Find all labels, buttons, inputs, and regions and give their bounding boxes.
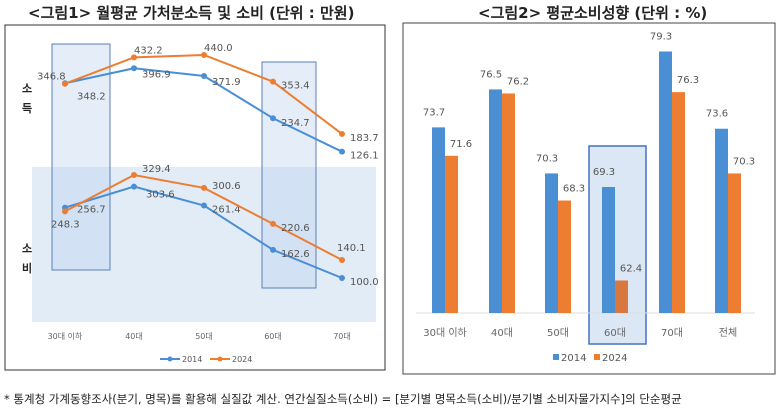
data-label: 371.9 bbox=[212, 77, 241, 88]
point-소득-2024 bbox=[131, 54, 137, 61]
x-tick-label: 40대 bbox=[491, 327, 513, 339]
consumption-band bbox=[32, 167, 376, 322]
x-tick-label: 30대 이하 bbox=[423, 326, 467, 339]
legend-swatch-2024 bbox=[594, 354, 600, 360]
data-label: 69.3 bbox=[593, 167, 615, 178]
bar-2014-50대 bbox=[545, 173, 558, 313]
highlight-box-30대 이하 bbox=[51, 43, 111, 271]
data-label: 396.9 bbox=[142, 69, 171, 80]
x-tick-label: 40대 bbox=[125, 332, 143, 341]
point-소득-2014 bbox=[201, 72, 207, 79]
bar-2024-60대 bbox=[615, 280, 628, 313]
panel-label-소득: 득 bbox=[22, 102, 32, 115]
data-label: 248.3 bbox=[51, 219, 80, 230]
point-소득-2024 bbox=[62, 80, 68, 87]
data-label: 432.2 bbox=[134, 45, 163, 56]
point-소비-2014 bbox=[339, 275, 345, 282]
panel-label-소득: 소 bbox=[22, 82, 32, 95]
data-label: 76.3 bbox=[677, 75, 699, 86]
bar-2014-60대 bbox=[602, 186, 615, 313]
data-label: 140.1 bbox=[337, 243, 366, 254]
data-label: 348.2 bbox=[77, 91, 106, 102]
point-소득-2014 bbox=[339, 148, 345, 155]
bar-2014-70대 bbox=[659, 51, 672, 314]
footnote: * 통계청 가계동향조사(분기, 명목)를 활용해 실질값 계산. 연간실질소득… bbox=[4, 392, 682, 406]
x-tick-label: 70대 bbox=[333, 332, 351, 341]
data-label: 70.3 bbox=[733, 156, 755, 167]
point-소비-2024 bbox=[131, 172, 137, 178]
x-tick-label: 50대 bbox=[547, 327, 569, 339]
bar-2024-70대 bbox=[672, 92, 685, 313]
x-tick-label: 50대 bbox=[195, 332, 213, 341]
legend-marker-2014 bbox=[167, 356, 173, 362]
data-label: 126.1 bbox=[350, 151, 379, 162]
data-label: 220.6 bbox=[281, 223, 310, 234]
point-소비-2024 bbox=[339, 256, 345, 263]
legend-marker-2024 bbox=[217, 356, 223, 362]
data-label: 303.6 bbox=[146, 190, 175, 201]
bar-2014-40대 bbox=[489, 89, 502, 313]
data-label: 353.4 bbox=[281, 81, 310, 92]
data-label: 73.6 bbox=[706, 109, 728, 120]
point-소비-2014 bbox=[131, 183, 137, 190]
point-소득-2024 bbox=[201, 52, 207, 58]
bar-2014-전체 bbox=[715, 128, 728, 313]
data-label: 329.4 bbox=[142, 164, 171, 175]
chart2-title: <그림2> 평균소비성향 (단위 : %) bbox=[478, 4, 708, 22]
point-소득-2014 bbox=[131, 65, 137, 72]
x-tick-label: 70대 bbox=[661, 327, 683, 339]
data-label: 68.3 bbox=[563, 184, 585, 195]
x-tick-label: 60대 bbox=[264, 332, 282, 341]
data-label: 261.4 bbox=[212, 205, 241, 216]
point-소비-2024 bbox=[270, 220, 276, 227]
bar-2024-전체 bbox=[728, 173, 741, 313]
x-tick-label: 60대 bbox=[604, 327, 626, 339]
data-label: 256.7 bbox=[77, 205, 106, 216]
point-소득-2024 bbox=[270, 78, 276, 85]
bar-2024-40대 bbox=[502, 93, 515, 314]
legend-label: 2024 bbox=[602, 353, 627, 364]
bar-2024-30대 이하 bbox=[445, 155, 458, 313]
legend-label: 2024 bbox=[232, 355, 252, 364]
bar-2024-50대 bbox=[558, 200, 571, 313]
panel-label-소비: 소 bbox=[22, 242, 32, 255]
data-label: 300.6 bbox=[212, 181, 241, 192]
data-label: 76.5 bbox=[480, 69, 502, 80]
data-label: 70.3 bbox=[536, 153, 558, 164]
point-소비-2024 bbox=[62, 208, 68, 215]
data-label: 62.4 bbox=[620, 263, 642, 274]
data-label: 440.0 bbox=[204, 43, 233, 54]
data-label: 162.6 bbox=[281, 249, 310, 260]
data-label: 76.2 bbox=[507, 76, 529, 87]
data-label: 183.7 bbox=[350, 133, 379, 144]
bar-2014-30대 이하 bbox=[432, 127, 445, 314]
data-label: 346.8 bbox=[37, 72, 66, 83]
legend-label: 2014 bbox=[182, 355, 202, 364]
panel-label-소비: 비 bbox=[22, 261, 32, 275]
point-소비-2014 bbox=[201, 202, 207, 209]
x-tick-label: 30대 이하 bbox=[48, 331, 83, 341]
point-소비-2014 bbox=[270, 246, 276, 253]
chart1-title: <그림1> 월평균 가처분소득 및 소비 (단위 : 만원) bbox=[28, 4, 355, 22]
point-소득-2024 bbox=[339, 130, 345, 137]
data-label: 79.3 bbox=[650, 31, 672, 42]
point-소비-2024 bbox=[201, 184, 207, 191]
data-label: 100.0 bbox=[350, 277, 379, 288]
data-label: 234.7 bbox=[281, 118, 310, 129]
legend-label: 2014 bbox=[561, 353, 586, 364]
point-소득-2014 bbox=[270, 115, 276, 122]
legend-swatch-2014 bbox=[553, 354, 559, 360]
data-label: 73.7 bbox=[423, 107, 445, 118]
data-label: 71.6 bbox=[450, 139, 472, 150]
x-tick-label: 전체 bbox=[719, 327, 737, 339]
